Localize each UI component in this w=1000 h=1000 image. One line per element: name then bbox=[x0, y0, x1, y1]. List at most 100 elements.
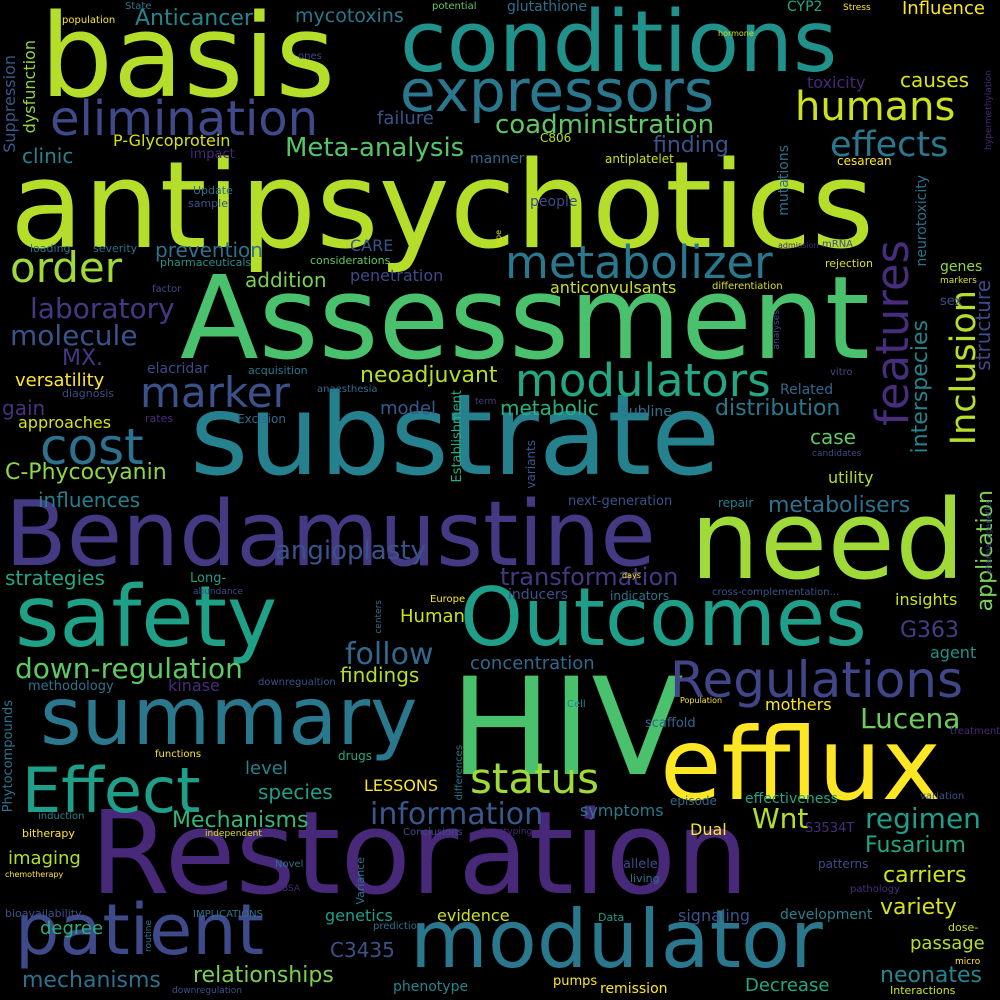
word-influence: Influence bbox=[902, 0, 985, 19]
word-state: State bbox=[125, 1, 152, 12]
word-down-regulation: down-regulation bbox=[15, 652, 243, 685]
word-level: level bbox=[245, 758, 288, 779]
word-cross-complementation: cross-complementation... bbox=[712, 587, 840, 598]
word-clinic: clinic bbox=[22, 144, 74, 168]
word-regulations: Regulations bbox=[670, 651, 964, 709]
word-pharmaceuticals: pharmaceuticals bbox=[160, 256, 252, 269]
word-conditions: conditions bbox=[400, 0, 838, 92]
word-differences: differences bbox=[454, 745, 465, 801]
word-potential: potential bbox=[432, 1, 477, 12]
word-molecule: molecule bbox=[10, 319, 138, 352]
word-species: species bbox=[258, 780, 333, 804]
word-prevention: prevention bbox=[155, 238, 263, 262]
word-establishment: Establishment bbox=[450, 390, 465, 483]
word-next-generation: next-generation bbox=[568, 494, 673, 509]
word-repair: repair bbox=[718, 496, 754, 510]
word-patient: patient bbox=[15, 889, 265, 971]
word-case: case bbox=[810, 425, 856, 449]
word-metabolisers: metabolisers bbox=[768, 493, 911, 518]
word-modulators: modulators bbox=[515, 354, 771, 407]
word-p-glycoprotein: P-Glycoprotein bbox=[113, 131, 231, 150]
word-factor: factor bbox=[152, 284, 182, 295]
word-sex: sex bbox=[940, 294, 963, 309]
word-hormone: hormone bbox=[718, 29, 754, 38]
word-passage: passage bbox=[910, 933, 985, 954]
word-s3534t: S3534T bbox=[805, 821, 855, 836]
word-symptoms: symptoms bbox=[580, 801, 664, 820]
word-finding: finding bbox=[653, 133, 729, 158]
word-scaffold: scaffold bbox=[645, 716, 696, 731]
word-neurotoxicity: neurotoxicity bbox=[914, 175, 930, 267]
word-evidence: evidence bbox=[437, 906, 510, 925]
word-distribution: distribution bbox=[715, 396, 841, 421]
word-restoration: Restoration bbox=[90, 787, 749, 921]
word-effects: effects bbox=[830, 125, 949, 165]
word-variants: variants bbox=[524, 440, 538, 489]
word-insights: insights bbox=[895, 590, 958, 609]
word-humans: humans bbox=[795, 84, 956, 130]
word-rejection: rejection bbox=[825, 257, 873, 270]
word-effect: Effect bbox=[22, 754, 201, 827]
word-subline: Subline bbox=[620, 404, 672, 420]
word-kinase: kinase bbox=[168, 676, 220, 695]
word-anticancer: Anticancer bbox=[135, 6, 253, 31]
word-summary: summary bbox=[40, 670, 418, 763]
word-substrate: substrate bbox=[190, 371, 721, 501]
word-c3435: C3435 bbox=[330, 938, 395, 962]
word-hiv: HIV bbox=[450, 649, 684, 806]
word-dose: dose- bbox=[948, 921, 979, 934]
word-downregulation: downregulation bbox=[172, 986, 242, 996]
word-considerations: considerations bbox=[310, 254, 391, 267]
word-hypermethylation: hypermethylation bbox=[984, 70, 994, 150]
word-routine: routine bbox=[144, 920, 154, 952]
word-excision: Excision bbox=[237, 412, 286, 426]
word-inducers: inducers bbox=[508, 587, 568, 603]
word-imaging: imaging bbox=[8, 848, 81, 869]
word-drugs: drugs bbox=[338, 749, 373, 763]
word-mycotoxins: mycotoxins bbox=[295, 5, 404, 27]
word-order: order bbox=[10, 243, 122, 292]
word-approaches: approaches bbox=[18, 413, 112, 432]
word-wnt: Wnt bbox=[752, 802, 809, 835]
word-variety: variety bbox=[880, 895, 957, 920]
word-chemotherapy: chemotherapy bbox=[5, 870, 64, 879]
word-status: status bbox=[470, 754, 600, 803]
word-data: Data bbox=[598, 911, 625, 924]
word-g363: G363 bbox=[900, 618, 960, 643]
word-pathology: pathology bbox=[850, 884, 901, 895]
word-term: term bbox=[475, 397, 497, 407]
word-functions: functions bbox=[155, 749, 202, 760]
word-downregualtion: downregualtion bbox=[258, 677, 336, 688]
word-toxicity: toxicity bbox=[807, 73, 866, 92]
word-bsa: BSA bbox=[282, 884, 301, 894]
word-neoadjuvant: neoadjuvant bbox=[360, 363, 498, 388]
word-mothers: mothers bbox=[765, 695, 832, 714]
word-causes: causes bbox=[900, 68, 970, 92]
word-variance: Variance bbox=[354, 857, 367, 905]
word-prediction: prediction bbox=[373, 921, 424, 932]
word-genes: genes bbox=[940, 259, 983, 275]
word-long: Long- bbox=[190, 571, 227, 586]
word-bioavailability: bioavailability bbox=[5, 907, 82, 920]
word-update: Update bbox=[193, 184, 233, 197]
word-mechanisms-2: mechanisms bbox=[22, 968, 161, 993]
word-addition: addition bbox=[245, 268, 327, 292]
word-carriers: carriers bbox=[883, 863, 967, 888]
word-mutations: mutations bbox=[776, 145, 792, 216]
word-mrna: mRNA bbox=[822, 239, 854, 250]
word-c-phycocyanin: C-Phycocyanin bbox=[5, 460, 167, 485]
word-outcomes: Outcomes bbox=[460, 571, 867, 664]
word-gain: gain bbox=[2, 396, 46, 420]
word-stress: Stress bbox=[843, 3, 871, 13]
word-assessment: Assessment bbox=[180, 252, 870, 386]
word-manner: manner bbox=[470, 151, 525, 167]
word-markers: markers bbox=[940, 276, 977, 286]
word-impact: impact bbox=[190, 147, 235, 162]
word-loading: loading bbox=[30, 242, 71, 255]
word-coadministration: coadministration bbox=[495, 110, 715, 140]
word-model: model bbox=[380, 398, 437, 419]
word-centers: centers bbox=[374, 600, 384, 634]
word-europe: Europe bbox=[430, 594, 466, 605]
word-information: information bbox=[370, 797, 544, 832]
word-elimination: elimination bbox=[50, 91, 319, 147]
